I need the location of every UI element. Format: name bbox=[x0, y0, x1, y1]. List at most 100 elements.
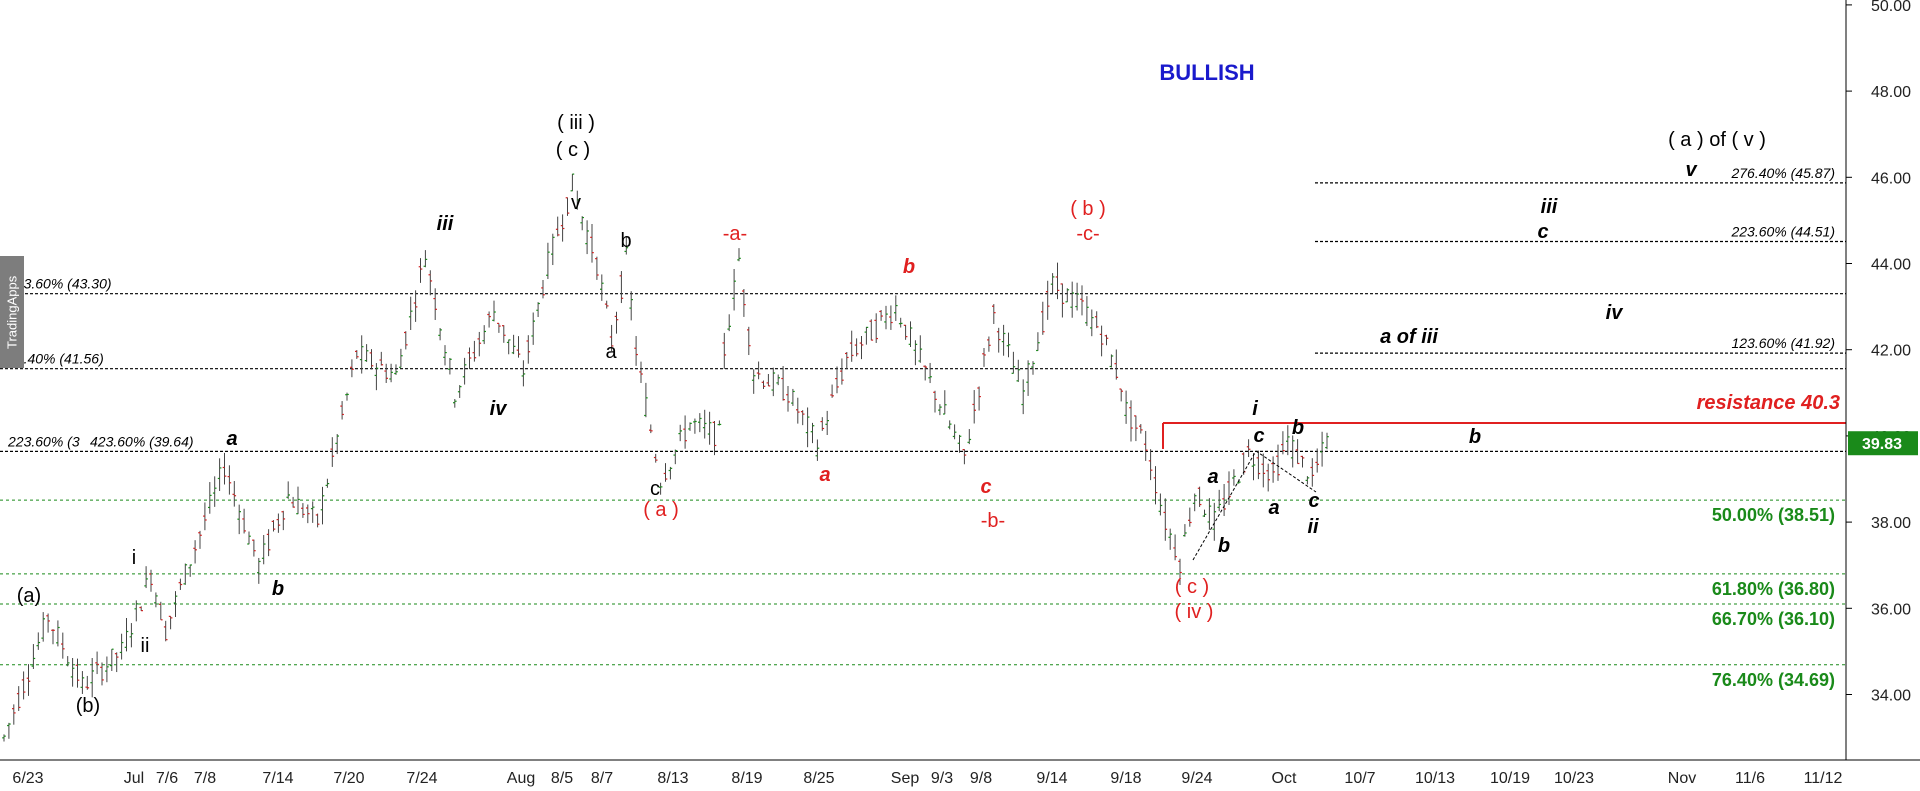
candle bbox=[918, 335, 923, 363]
candle bbox=[144, 566, 148, 589]
candle bbox=[1305, 476, 1310, 485]
candle bbox=[820, 417, 825, 431]
fib-levels: 223.60% (43.30) 76.40% (41.56) 223.60% (3 4… bbox=[0, 165, 1846, 690]
candle bbox=[933, 390, 937, 413]
candle bbox=[212, 476, 217, 507]
candle bbox=[967, 429, 972, 445]
candle bbox=[585, 220, 589, 255]
candle bbox=[683, 415, 687, 449]
wave-label: b bbox=[1292, 417, 1304, 439]
candle bbox=[1286, 425, 1290, 456]
candle bbox=[389, 363, 393, 383]
candle bbox=[1246, 439, 1251, 458]
wave-label: iv bbox=[1606, 302, 1625, 324]
candle bbox=[310, 501, 315, 523]
candle bbox=[600, 274, 604, 301]
candle bbox=[325, 478, 330, 488]
y-tick-label: 48.00 bbox=[1871, 84, 1911, 101]
candle bbox=[134, 600, 139, 622]
candle bbox=[276, 513, 281, 533]
candle bbox=[580, 216, 584, 231]
candle bbox=[845, 351, 849, 370]
candle bbox=[879, 309, 883, 321]
candle bbox=[163, 620, 168, 642]
candle bbox=[898, 317, 903, 328]
y-tick-label: 34.00 bbox=[1871, 688, 1911, 705]
last-price-badge bbox=[1848, 431, 1918, 456]
candle bbox=[1129, 400, 1133, 442]
candle bbox=[408, 296, 413, 331]
candle bbox=[1197, 486, 1202, 507]
candle bbox=[1075, 282, 1079, 311]
candle bbox=[379, 351, 384, 366]
candle bbox=[31, 644, 36, 669]
candle bbox=[1163, 498, 1168, 541]
x-tick-label: 7/8 bbox=[194, 770, 216, 787]
candle bbox=[658, 482, 663, 495]
candle bbox=[1276, 444, 1280, 481]
candle bbox=[482, 325, 486, 345]
candle bbox=[1099, 325, 1104, 357]
candle bbox=[487, 311, 491, 328]
candle bbox=[982, 348, 986, 367]
x-tick-label: Aug bbox=[507, 770, 535, 787]
candle bbox=[546, 242, 550, 280]
wave-trend-line bbox=[1255, 450, 1317, 493]
candle bbox=[340, 401, 344, 420]
candle bbox=[85, 675, 90, 690]
candle bbox=[301, 503, 305, 518]
candle bbox=[12, 704, 16, 725]
candle bbox=[374, 363, 379, 391]
candle bbox=[511, 334, 516, 355]
candle bbox=[590, 224, 594, 263]
candle bbox=[619, 271, 624, 304]
candle bbox=[1094, 311, 1099, 329]
x-tick-label: 10/19 bbox=[1490, 770, 1530, 787]
candle bbox=[21, 671, 26, 700]
x-tick-label: 10/7 bbox=[1344, 770, 1375, 787]
candle bbox=[281, 510, 286, 531]
candle bbox=[1134, 415, 1138, 442]
candle bbox=[448, 357, 452, 375]
candle bbox=[771, 367, 776, 397]
wave-label: -b- bbox=[981, 510, 1005, 532]
wave-label: iii bbox=[437, 213, 454, 235]
candle bbox=[75, 658, 80, 688]
candle bbox=[1114, 349, 1119, 380]
candle bbox=[849, 330, 854, 362]
candle bbox=[1045, 280, 1050, 320]
candle bbox=[1041, 301, 1045, 335]
candle bbox=[306, 504, 310, 524]
candle bbox=[1143, 430, 1148, 461]
candle bbox=[418, 258, 423, 283]
candle bbox=[649, 424, 653, 434]
candle bbox=[1227, 471, 1231, 506]
wave-label: iii bbox=[1541, 196, 1558, 218]
candle bbox=[609, 324, 614, 352]
candle bbox=[320, 486, 325, 525]
candle bbox=[830, 384, 834, 398]
candle bbox=[1188, 507, 1192, 527]
candle bbox=[1158, 493, 1163, 516]
candle bbox=[1300, 455, 1305, 468]
candle bbox=[1153, 466, 1158, 505]
candle bbox=[173, 591, 178, 618]
last-price-label: 39.83 bbox=[1862, 436, 1902, 453]
candle bbox=[1310, 458, 1315, 487]
candle bbox=[1021, 379, 1025, 415]
wave-label: c bbox=[650, 478, 660, 500]
candle bbox=[477, 331, 482, 357]
y-tick-label: 42.00 bbox=[1871, 343, 1911, 360]
candle bbox=[938, 404, 942, 416]
candle bbox=[536, 302, 540, 318]
x-tick-label: 11/12 bbox=[1804, 770, 1843, 787]
candle bbox=[766, 373, 771, 387]
candle bbox=[266, 529, 271, 557]
candle bbox=[541, 280, 545, 299]
candle bbox=[291, 496, 295, 508]
candle bbox=[756, 361, 761, 380]
candle bbox=[296, 486, 300, 515]
candle bbox=[330, 437, 335, 467]
candle bbox=[70, 657, 75, 687]
